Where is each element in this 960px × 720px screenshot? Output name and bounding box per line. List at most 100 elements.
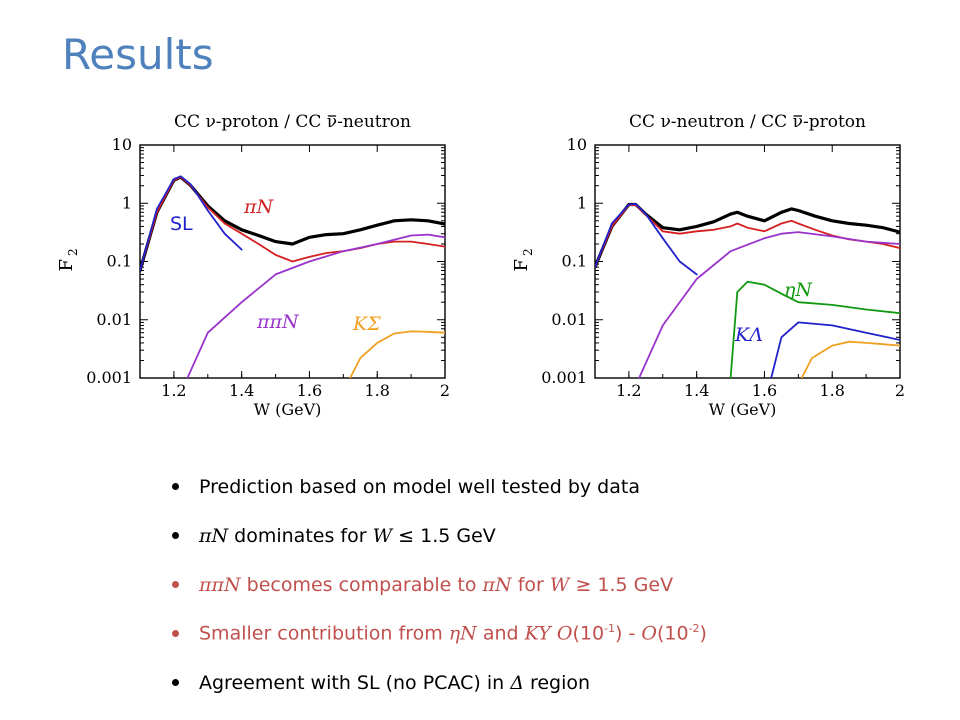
y-tick-label: 1 (122, 193, 132, 212)
y-tick-label: 0.001 (86, 368, 132, 387)
y-axis-label-sub: 2 (66, 248, 80, 256)
series-line-curve-0 (595, 202, 900, 269)
title-nubar: ν (327, 112, 337, 132)
bullet-text-part: πN (199, 524, 229, 547)
y-axis-label-sub: 2 (521, 248, 535, 256)
bullet-text: Prediction based on model well tested by… (199, 476, 640, 498)
bullet-text-part: ≥ 1.5 GeV (569, 573, 674, 596)
title-part: ν (205, 112, 215, 132)
x-tick-label: 1.8 (364, 381, 389, 400)
bullet-dot-icon (172, 483, 179, 490)
series-line-KΛ (770, 321, 900, 378)
y-tick-label: 10 (112, 135, 132, 154)
bullet-text: Agreement with SL (no PCAC) in Δ region (199, 672, 590, 694)
bullet-text-part: region (523, 671, 591, 694)
title-part: CC (629, 112, 660, 132)
bullet-text-part: ηN (448, 622, 477, 645)
bullet-text-part: Δ (510, 671, 524, 694)
y-axis-label: F2 (56, 248, 80, 271)
bullet-superscript: -1 (604, 622, 616, 636)
x-tick-label: 1.6 (297, 381, 322, 400)
series-line-curve-6 (800, 340, 900, 378)
bullet-text-part: (10 (656, 622, 689, 645)
bullet-text-part: and (476, 622, 525, 645)
bullet-text: Smaller contribution from ηN and KY O(10… (199, 622, 707, 644)
series-line-KΣ (349, 330, 445, 378)
y-tick-label: 10 (567, 135, 587, 154)
chart-title: CC ν-proton / CC ν-neutron (174, 112, 411, 132)
bullet-list: Prediction based on model well tested by… (172, 462, 932, 707)
y-tick-label: 0.01 (96, 310, 132, 329)
y-tick-label: 0.1 (107, 252, 132, 271)
series-line-ππN (186, 233, 445, 378)
x-tick-label: 2 (440, 381, 450, 400)
series-line-ηN (729, 280, 900, 378)
bullet-text-part: (10 (572, 622, 605, 645)
bullet-text: ππN becomes comparable to πN for W ≥ 1.5… (199, 574, 673, 596)
title-part: -neutron (337, 112, 411, 132)
bullet-text-part: ≤ 1.5 GeV (392, 524, 496, 547)
bullet-text-part: ) (699, 622, 707, 645)
x-tick-label: 1.4 (684, 381, 709, 400)
bullet-text-part: O (556, 622, 573, 645)
chart-title: CC ν-neutron / CC ν-proton (629, 112, 866, 132)
series-line-curve-2 (595, 203, 698, 276)
x-tick-label: 1.8 (819, 381, 844, 400)
bullet-dot-icon (172, 532, 179, 539)
x-tick-label: 1.2 (161, 381, 186, 400)
bullet-text-part: O (641, 622, 657, 645)
x-tick-label: 2 (895, 381, 905, 400)
x-tick-label: 1.2 (616, 381, 641, 400)
bullet-text-part: W (549, 573, 570, 596)
bullet-text-part: for (511, 573, 550, 596)
bullet-dot-icon (172, 581, 179, 588)
x-axis-label: W (GeV) (254, 400, 322, 419)
bullet-text: πN dominates for W ≤ 1.5 GeV (199, 525, 496, 547)
slide-title: Results (62, 30, 214, 79)
series-annotation: ππN (256, 311, 300, 333)
x-tick-label: 1.6 (752, 381, 777, 400)
series-annotation: πN (243, 196, 274, 218)
bullet-item: Prediction based on model well tested by… (172, 462, 932, 511)
bullet-item: πN dominates for W ≤ 1.5 GeV (172, 511, 932, 560)
x-tick-label: 1.4 (229, 381, 254, 400)
x-axis-label: W (GeV) (709, 400, 777, 419)
title-nubar: ν (793, 112, 803, 132)
bullet-superscript: -2 (688, 622, 700, 636)
series-line-curve-3 (638, 231, 900, 378)
bullet-text-part: ) - (615, 622, 642, 645)
bullet-item: Agreement with SL (no PCAC) in Δ region (172, 658, 932, 707)
bullet-text-part: KY (524, 622, 551, 645)
bullet-text-part: Agreement with SL (no PCAC) in (199, 671, 511, 694)
series-annotation: ηN (784, 279, 813, 301)
y-tick-label: 0.1 (562, 252, 587, 271)
y-axis-label-main: F (56, 259, 77, 272)
bullet-text-part: Smaller contribution from (199, 622, 449, 645)
series-line-SL (140, 175, 243, 272)
bullet-item: ππN becomes comparable to πN for W ≥ 1.5… (172, 560, 932, 609)
series-annotation: SL (170, 213, 193, 235)
y-axis-label: F2 (511, 248, 535, 271)
bullet-text-part: dominates for (228, 524, 373, 547)
bullet-text-part: ππN (199, 573, 241, 596)
title-part: -neutron / CC (671, 112, 793, 132)
bullet-dot-icon (172, 630, 179, 637)
title-part: ν (660, 112, 670, 132)
y-tick-label: 0.01 (551, 310, 587, 329)
y-tick-label: 0.001 (541, 368, 587, 387)
bullet-text-part: Prediction based on model well tested by… (199, 475, 640, 498)
bullet-text-part: πN (482, 573, 512, 596)
y-tick-label: 1 (577, 193, 587, 212)
title-part: -proton / CC (216, 112, 327, 132)
series-annotation: KΣ (352, 313, 381, 335)
y-axis-label-main: F (511, 259, 532, 272)
title-part: -proton (803, 112, 866, 132)
bullet-text-part: W (372, 524, 393, 547)
title-part: CC (174, 112, 205, 132)
bullet-text-part: becomes comparable to (240, 573, 483, 596)
series-line-curve-1 (595, 204, 900, 269)
series-annotation: KΛ (734, 324, 763, 346)
bullet-item: Smaller contribution from ηN and KY O(10… (172, 609, 932, 658)
